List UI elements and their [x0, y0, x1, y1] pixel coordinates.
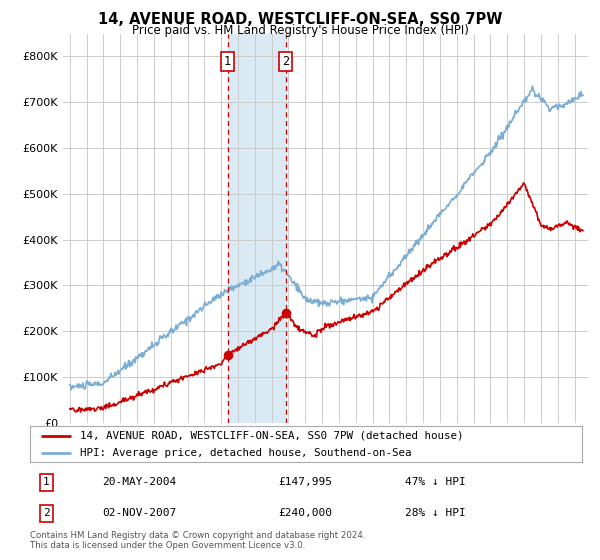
Text: 47% ↓ HPI: 47% ↓ HPI: [406, 477, 466, 487]
Text: 14, AVENUE ROAD, WESTCLIFF-ON-SEA, SS0 7PW (detached house): 14, AVENUE ROAD, WESTCLIFF-ON-SEA, SS0 7…: [80, 431, 463, 441]
Point: [223, 351, 232, 360]
Text: HPI: Average price, detached house, Southend-on-Sea: HPI: Average price, detached house, Sout…: [80, 447, 411, 458]
Text: 1: 1: [43, 477, 50, 487]
Text: 02-NOV-2007: 02-NOV-2007: [102, 508, 176, 519]
Text: 2: 2: [282, 54, 289, 68]
Text: Contains HM Land Registry data © Crown copyright and database right 2024.
This d: Contains HM Land Registry data © Crown c…: [30, 531, 365, 550]
Text: Price paid vs. HM Land Registry's House Price Index (HPI): Price paid vs. HM Land Registry's House …: [131, 24, 469, 36]
Text: 14, AVENUE ROAD, WESTCLIFF-ON-SEA, SS0 7PW: 14, AVENUE ROAD, WESTCLIFF-ON-SEA, SS0 7…: [98, 12, 502, 27]
Bar: [227, 34, 286, 423]
Text: 28% ↓ HPI: 28% ↓ HPI: [406, 508, 466, 519]
Text: 1: 1: [224, 54, 231, 68]
Text: £240,000: £240,000: [278, 508, 332, 519]
Text: 20-MAY-2004: 20-MAY-2004: [102, 477, 176, 487]
Text: £147,995: £147,995: [278, 477, 332, 487]
Text: 2: 2: [43, 508, 50, 519]
Point: [281, 309, 290, 318]
